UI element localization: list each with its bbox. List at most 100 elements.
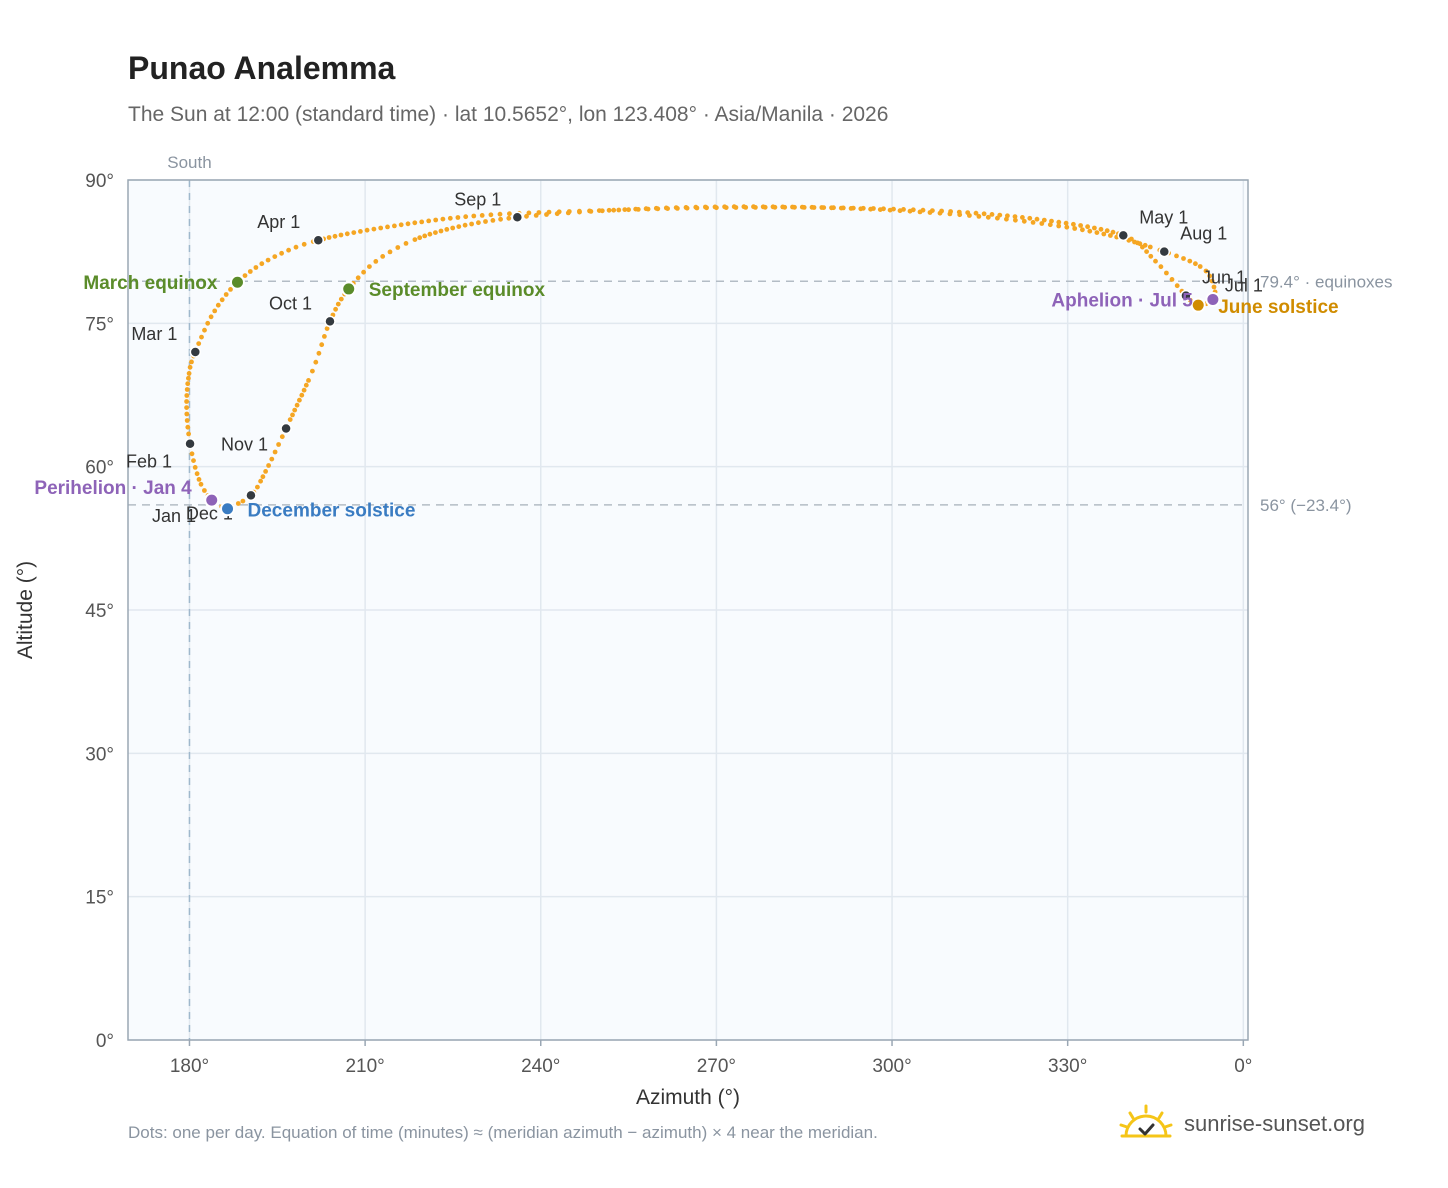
day-dot [633,206,639,212]
day-dot [184,411,190,417]
day-dot [469,221,474,227]
day-dot [444,227,450,232]
day-dot [1034,216,1040,222]
day-dot [1193,261,1198,267]
day-dot [1108,233,1113,238]
day-dot [1207,273,1213,279]
day-dot [1039,221,1045,226]
day-dot [1148,253,1154,259]
day-dot [263,469,268,474]
day-dot [770,204,776,210]
y-tick-label: 75° [85,314,114,335]
day-dot [1147,244,1153,250]
day-dot [422,233,428,239]
y-axis-label: Altitude (°) [14,561,37,659]
day-dot [185,381,191,387]
day-dot [186,375,191,381]
day-dot [790,204,795,210]
day-dot [456,224,462,230]
day-dot [760,204,766,210]
month-dot [1158,245,1171,258]
day-dot [1153,258,1158,264]
day-dot [1056,223,1062,229]
day-dot [673,205,679,211]
day-dot [606,207,612,213]
day-dot [276,442,281,447]
south-reference-label: South [167,153,211,172]
day-dot [395,245,401,250]
day-dot [293,244,299,250]
day-dot [476,220,481,226]
day-dot [447,215,453,221]
day-dot [848,206,854,211]
month-dot [312,234,325,246]
day-dot [378,225,384,231]
day-dot [187,364,193,370]
brand-name: sunrise-sunset.org [1184,1111,1365,1136]
day-dot [358,229,363,234]
day-dot [626,207,631,213]
month-dot [324,315,336,328]
day-dot [1012,214,1018,220]
day-dot [741,204,747,210]
month-dot [280,422,292,435]
day-dot [212,308,218,314]
day-dot [419,219,425,225]
day-dot [1181,256,1186,261]
day-dot [287,417,293,422]
brand[interactable]: sunrise-sunset.org [1118,1100,1365,1148]
day-dot [332,233,338,239]
day-dot [1021,218,1027,224]
day-dot [202,327,207,333]
month-label: Nov 1 [221,434,268,454]
day-dot [313,359,319,365]
day-dot [799,204,805,210]
day-dot [260,474,266,480]
day-dot [1004,216,1009,222]
reference-lines: South 79.4° · equinoxes 56° (−23.4°) [128,153,1393,1040]
day-dot [455,215,461,220]
day-dot [1142,242,1148,248]
month-dot [184,437,196,450]
day-dot [324,326,330,331]
day-dot [544,212,549,217]
day-dot [385,224,390,230]
day-dot [1027,215,1033,221]
month-label: Sep 1 [454,189,501,209]
day-dot [712,204,718,210]
day-dot [1164,270,1169,276]
december-label: December solstice [248,501,416,522]
day-dot [351,230,357,236]
month-label: Feb 1 [126,452,172,472]
day-dot [299,392,305,398]
day-dot [255,484,260,490]
day-dot [989,212,995,217]
day-dot [643,206,649,212]
day-dot [297,397,302,403]
day-dot [412,220,418,226]
day-dot [412,237,418,243]
day-dot [1174,283,1180,289]
day-dot [186,371,192,376]
day-dot [981,211,987,217]
day-dot [440,216,446,222]
day-dot [279,250,284,256]
y-tick-label: 90° [85,171,114,192]
day-dot [223,292,229,297]
aphelion-label: Aphelion · Jul 5 [1051,290,1193,311]
day-dot [361,269,366,275]
day-dot [507,211,512,217]
day-dot [1094,230,1100,236]
day-dot [205,320,211,326]
day-dot [973,210,979,216]
day-dot [838,205,844,211]
day-dot [1174,253,1179,259]
day-dot [292,407,298,413]
grid-lines [128,179,1248,1041]
day-dot [184,405,190,410]
day-dot [326,235,332,240]
day-dot [917,209,923,215]
september-label: September equinox [369,280,546,301]
